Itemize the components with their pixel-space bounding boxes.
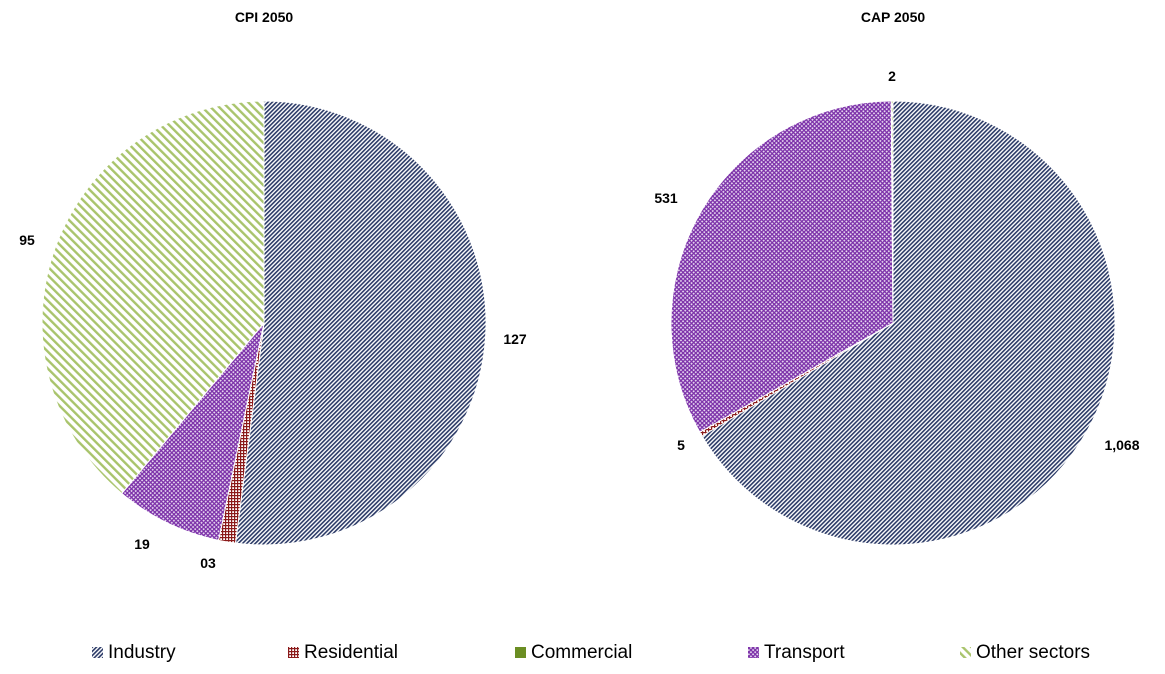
data-label-transport: 19 [134, 536, 150, 552]
legend-label: Industry [108, 642, 176, 663]
legend-swatch [92, 647, 103, 658]
legend-label: Commercial [531, 642, 632, 663]
data-label-transport: 531 [654, 190, 678, 206]
legend-swatch [960, 647, 971, 658]
pie-slice-transport [670, 100, 894, 433]
legend-swatch [288, 647, 299, 658]
pie-slice-other-sectors [41, 100, 265, 495]
legend-item-commercial: Commercial [515, 642, 632, 663]
legend-item-transport: Transport [748, 642, 845, 663]
legend-swatch [515, 647, 526, 658]
data-label-residential: 5 [677, 437, 685, 453]
legend-item-other-sectors: Other sectors [960, 642, 1090, 663]
data-label-residential: 03 [200, 555, 216, 571]
pie-slice-industry [701, 100, 1116, 546]
pie-slice-industry [234, 100, 487, 546]
legend-label: Other sectors [976, 642, 1090, 663]
data-label-other-sectors: 2 [888, 68, 896, 84]
chart-title: CAP 2050 [861, 9, 926, 25]
pie-layer: CPI 2050 127 03 19 95 CAP 2050 1,068 5 531 2 [19, 9, 1140, 571]
pie-chart-2: CAP 2050 1,068 5 531 2 [654, 9, 1140, 546]
legend-item-industry: Industry [92, 642, 176, 663]
data-label-industry: 127 [503, 331, 527, 347]
pie-chart-1: CPI 2050 127 03 19 95 [19, 9, 527, 571]
chart-title: CPI 2050 [235, 9, 294, 25]
pie-slice-other-sectors [890, 100, 894, 324]
legend-item-residential: Residential [288, 642, 398, 663]
pie-slice-transport [121, 322, 265, 541]
data-label-industry: 1,068 [1104, 437, 1139, 453]
legend-label: Transport [764, 642, 845, 663]
legend-label: Residential [304, 642, 398, 663]
data-label-other-sectors: 95 [19, 232, 35, 248]
legend-swatch [748, 647, 759, 658]
legend: Industry Residential Commercial Transport Ot… [92, 642, 1090, 663]
